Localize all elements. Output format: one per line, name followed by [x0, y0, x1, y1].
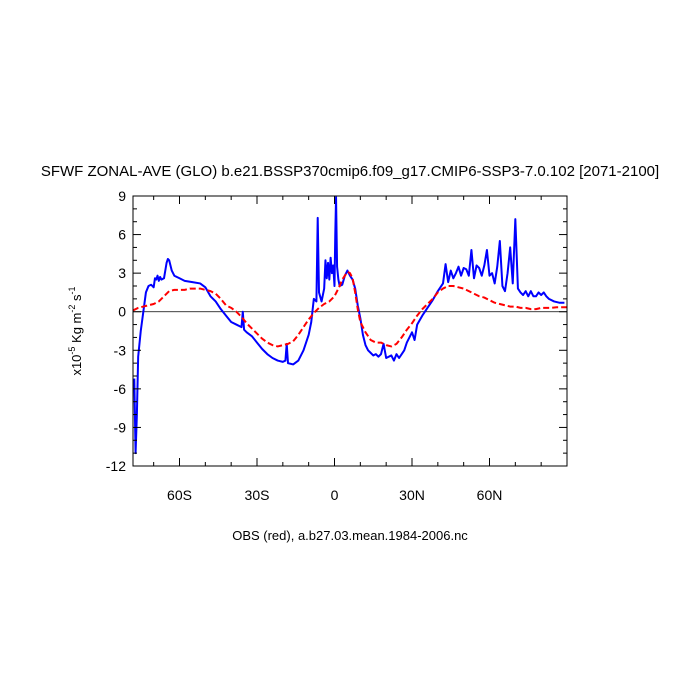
x-axis-label: OBS (red), a.b27.03.mean.1984-2006.nc [232, 528, 468, 543]
y-tick-label: -12 [106, 458, 126, 474]
y-tick-label: -3 [114, 342, 127, 358]
y-label-exp3: -1 [67, 286, 77, 294]
y-tick-label: -6 [114, 381, 127, 397]
y-tick-label: -9 [114, 419, 127, 435]
x-tick-label: 0 [331, 487, 339, 503]
y-label-prefix: x10 [69, 355, 84, 376]
x-tick-label: 60N [477, 487, 503, 503]
y-axis-label: x10-5 Kg m-2 s-1 [67, 286, 84, 375]
y-tick-label: 6 [118, 227, 126, 243]
y-label-exp1: -5 [67, 347, 77, 355]
x-tick-label: 60S [167, 487, 192, 503]
y-label-mid2: s [69, 294, 84, 305]
plot-frame [132, 195, 568, 467]
y-label-mid: Kg m [69, 313, 84, 347]
chart-title: SFWF ZONAL-AVE (GLO) b.e21.BSSP370cmip6.… [41, 163, 659, 180]
y-tick-label: 3 [118, 265, 126, 281]
plot-area: 9 6 3 0 -3 -6 -9 -12 60S 30S 0 30N 60N [106, 188, 568, 503]
series-line-1 [133, 196, 565, 455]
x-tick-label: 30N [399, 487, 425, 503]
y-tick-label: 0 [118, 304, 126, 320]
y-tick-label: 9 [118, 188, 126, 204]
x-tick-label: 30S [245, 487, 270, 503]
y-label-exp2: -2 [67, 305, 77, 313]
series-line-2 [132, 270, 567, 348]
